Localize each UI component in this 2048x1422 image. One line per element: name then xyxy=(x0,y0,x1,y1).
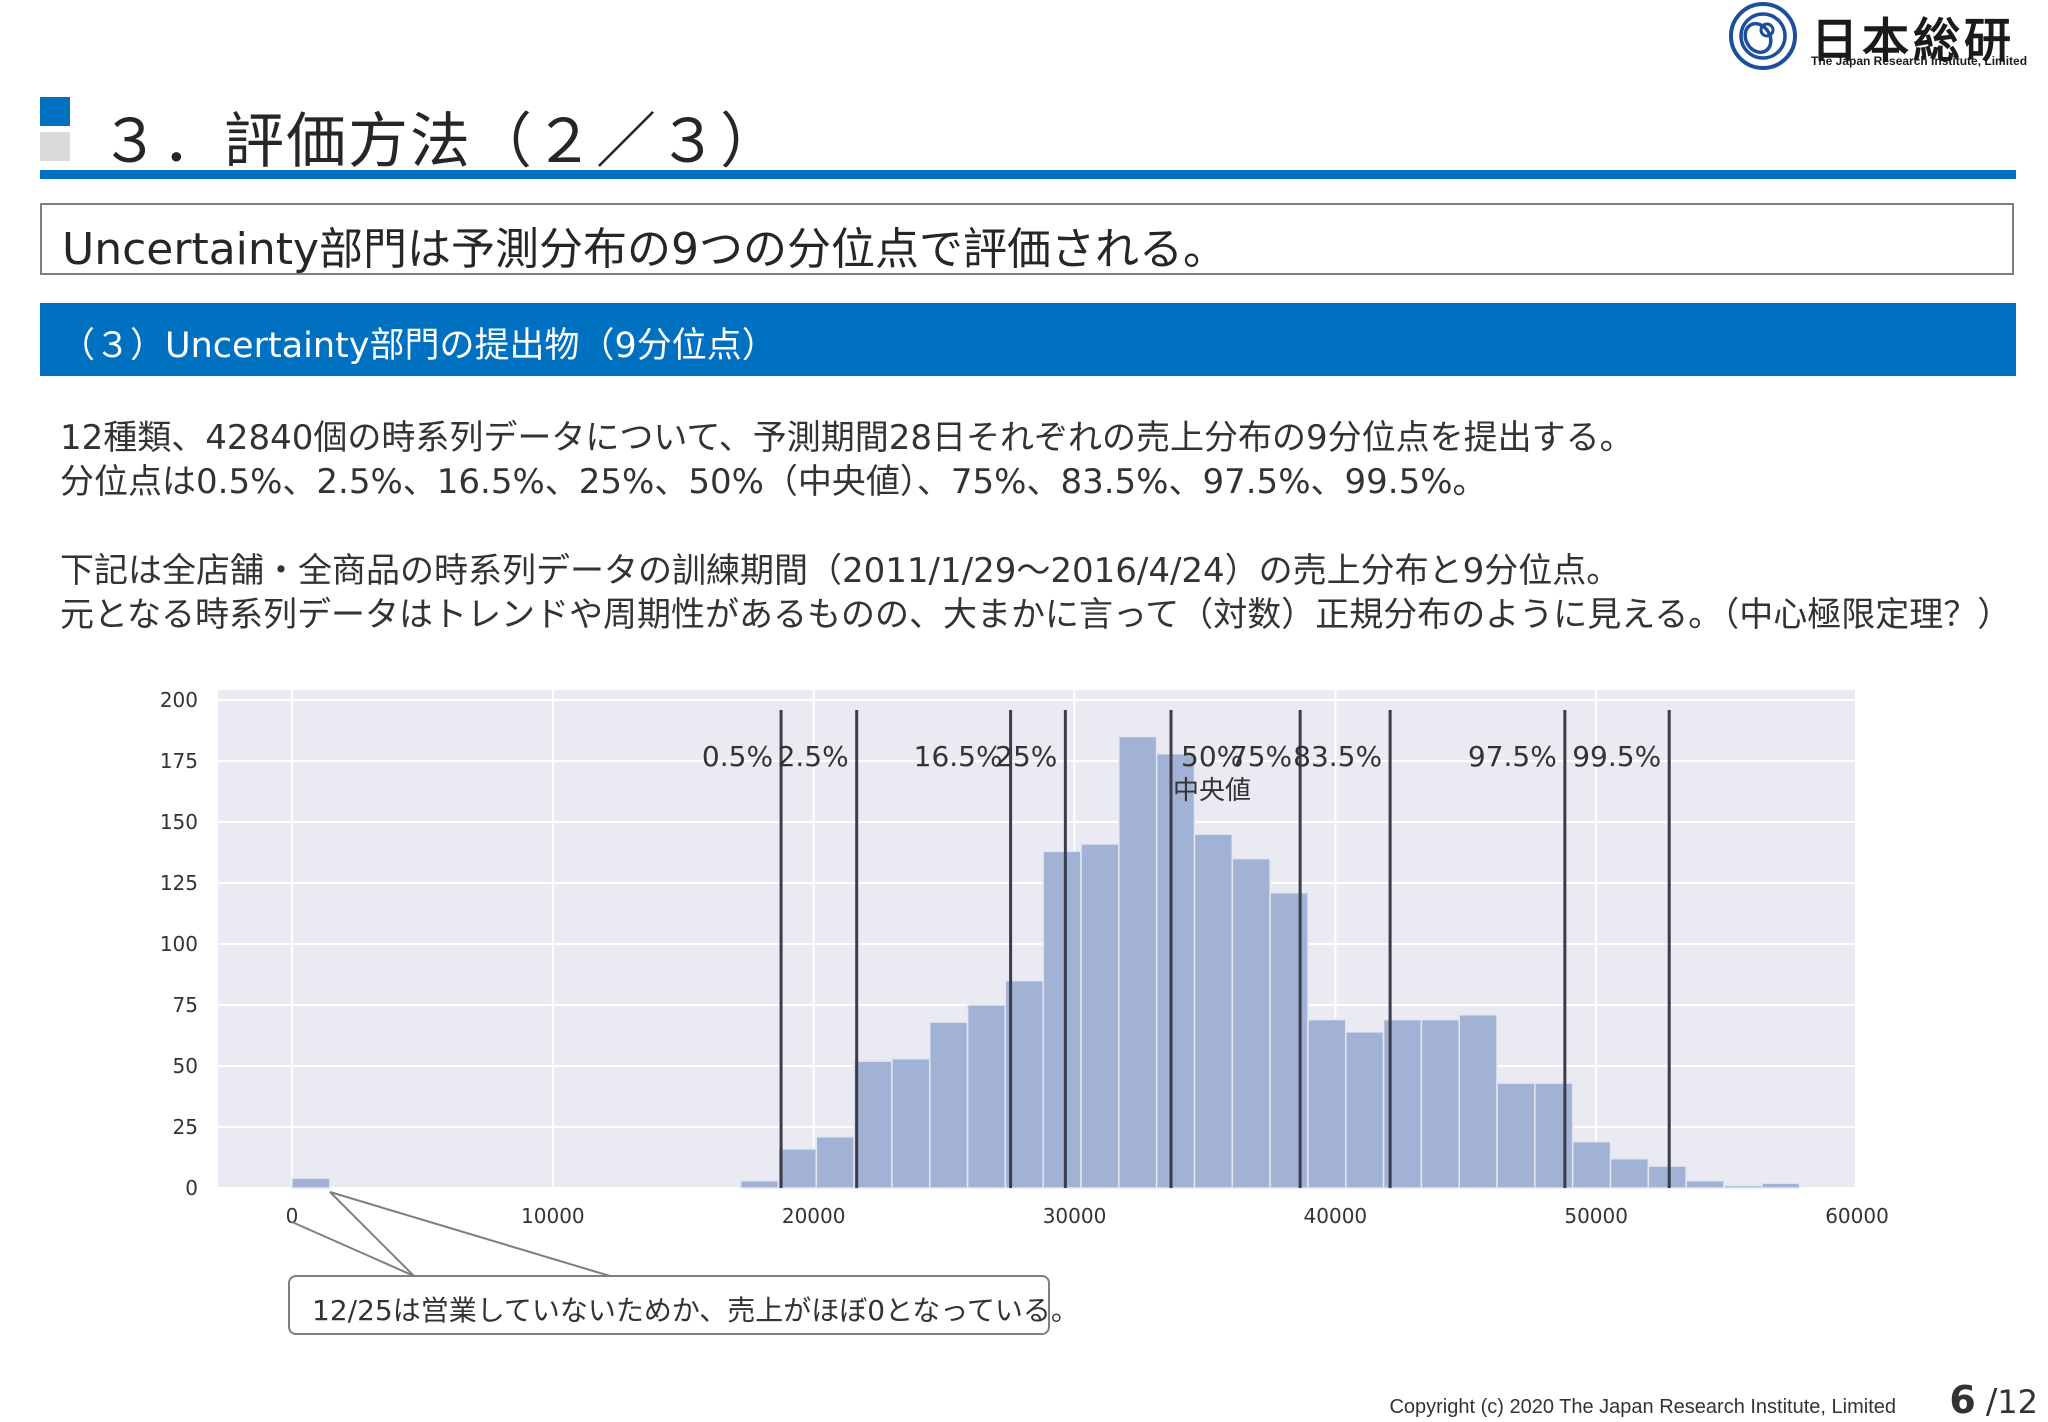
y-tick-label: 50 xyxy=(173,1054,198,1078)
quantile-label: 97.5% xyxy=(1468,740,1557,773)
title-divider xyxy=(40,170,2016,179)
callout-text: 12/25は営業していないためか、売上がほぼ0となっている。 xyxy=(312,1294,1079,1327)
histogram-bar xyxy=(777,1148,818,1189)
histogram-bar xyxy=(1761,1182,1801,1189)
histogram-bar xyxy=(1534,1082,1574,1189)
histogram-bar xyxy=(1080,843,1120,1189)
callout-pointer-left xyxy=(329,1191,415,1277)
paragraph-1: 12種類、42840個の時系列データについて、予測期間28日それぞれの売上分布の… xyxy=(60,418,1634,458)
section-header-text: （３）Uncertainty部門の提出物（9分位点） xyxy=(60,326,777,366)
histogram-bar xyxy=(928,1021,969,1189)
logo-subtitle: The Japan Research Institute, Limited xyxy=(1811,54,2028,68)
grid-lines xyxy=(218,690,1858,1189)
quantile-label: 75% xyxy=(1230,740,1292,773)
histogram-bar xyxy=(966,1004,1007,1189)
paragraph-4: 元となる時系列データはトレンドや周期性があるものの、大まかに言って（対数）正規分… xyxy=(60,595,2012,635)
page-title: ３．評価方法（２／３） xyxy=(100,107,782,177)
quantile-label: 2.5% xyxy=(778,740,849,773)
histogram-bar xyxy=(1496,1082,1536,1189)
title-marker-blue xyxy=(40,97,70,126)
quantile-label: 99.5% xyxy=(1572,740,1661,773)
histogram-bar xyxy=(1647,1165,1687,1189)
callout-box: 12/25は営業していないためか、売上がほぼ0となっている。 xyxy=(288,1275,1079,1335)
callout-pointer-right xyxy=(329,1191,611,1277)
company-logo: 日本総研 The Japan Research Institute, Limit… xyxy=(1725,0,2045,72)
page-separator: / xyxy=(1985,1382,1998,1422)
current-page: 6 xyxy=(1949,1378,1976,1422)
histogram-bar xyxy=(1193,833,1234,1189)
y-tick-label: 100 xyxy=(160,932,198,956)
x-tick-label: 20000 xyxy=(782,1204,846,1228)
histogram-bar xyxy=(1571,1140,1612,1189)
histogram-bar xyxy=(1685,1179,1725,1189)
x-tick-label: 0 xyxy=(286,1204,299,1228)
total-pages: 12 xyxy=(1997,1383,2038,1421)
quantile-label: 83.5% xyxy=(1293,740,1382,773)
y-tick-label: 150 xyxy=(160,810,198,834)
x-tick-label: 50000 xyxy=(1564,1204,1628,1228)
y-tick-label: 200 xyxy=(160,688,198,712)
quantile-label: 50% xyxy=(1181,740,1243,773)
logo-mark-icon xyxy=(1729,2,1797,70)
histogram-bar xyxy=(1231,857,1271,1189)
copyright: Copyright (c) 2020 The Japan Research In… xyxy=(1389,1396,1896,1418)
y-tick-label: 25 xyxy=(173,1115,198,1139)
x-tick-label: 10000 xyxy=(521,1204,585,1228)
paragraph-2: 分位点は0.5%、2.5%、16.5%、25%、50%（中央値）、75%、83.… xyxy=(60,462,1487,502)
callout-pointer xyxy=(291,1221,415,1277)
axis-ticks: 0 25 50 75 100 125 150 175 200 0 10000 20000 30000 40… xyxy=(160,688,1889,1228)
section-header: （３）Uncertainty部門の提出物（9分位点） xyxy=(40,303,2016,376)
y-tick-label: 175 xyxy=(160,749,198,773)
histogram-bar xyxy=(1004,979,1044,1189)
histogram-bar xyxy=(1609,1157,1650,1189)
histogram-bar xyxy=(1420,1018,1460,1189)
x-tick-label: 30000 xyxy=(1043,1204,1107,1228)
histogram-bar xyxy=(815,1136,855,1189)
histogram-bar xyxy=(1155,752,1196,1189)
quantile-label: 16.5% xyxy=(914,740,1003,773)
quantile-sublabel: 中央値 xyxy=(1173,776,1251,806)
histogram-bar xyxy=(1723,1184,1763,1189)
y-tick-label: 75 xyxy=(173,993,198,1017)
summary-box: Uncertainty部門は予測分布の9つの分位点で評価される。 xyxy=(40,203,2014,275)
x-tick-label: 40000 xyxy=(1304,1204,1368,1228)
y-tick-label: 125 xyxy=(160,871,198,895)
histogram-bar xyxy=(1458,1014,1498,1189)
histogram-bar xyxy=(1269,892,1309,1189)
page-number: 6/12 xyxy=(1949,1378,2038,1422)
quantile-label: 25% xyxy=(995,740,1057,773)
logo-name: 日本総研 xyxy=(1811,14,2015,69)
histogram-bar xyxy=(1042,850,1082,1189)
plot-background xyxy=(218,690,1855,1188)
histogram-bar xyxy=(1118,735,1158,1189)
histogram-bar xyxy=(891,1057,931,1189)
histogram-bar xyxy=(1307,1018,1347,1189)
histogram-bar xyxy=(1382,1018,1423,1189)
histogram-bar xyxy=(1345,1031,1385,1189)
histogram-bar xyxy=(291,1177,331,1189)
paragraph-3: 下記は全店舗・全商品の時系列データの訓練期間（2011/1/29～2016/4/… xyxy=(60,551,1621,591)
y-tick-label: 0 xyxy=(185,1176,198,1200)
quantile-label: 0.5% xyxy=(702,740,773,773)
histogram-bar xyxy=(853,1060,893,1189)
histogram-bars xyxy=(291,735,1801,1189)
title-marker-gray xyxy=(40,132,70,161)
histogram-bar xyxy=(739,1179,780,1189)
summary-text: Uncertainty部門は予測分布の9つの分位点で評価される。 xyxy=(62,224,1228,275)
x-tick-label: 60000 xyxy=(1825,1204,1889,1228)
